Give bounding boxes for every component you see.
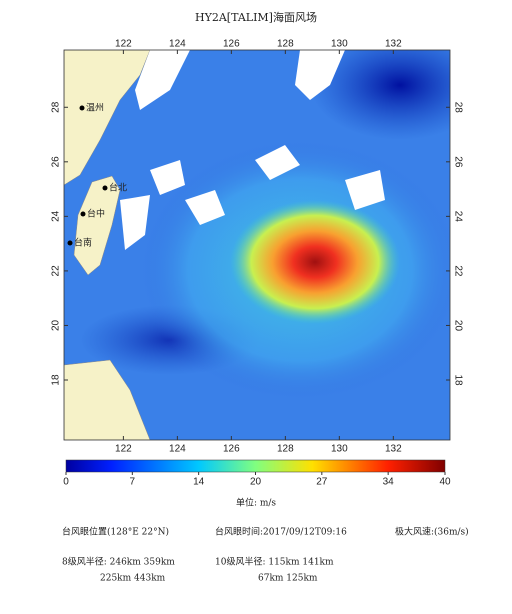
city-dot — [67, 240, 73, 246]
x-tick-label: 126 — [223, 444, 240, 455]
y-tick-label: 22 — [51, 265, 62, 277]
y-tick-label: 26 — [51, 156, 62, 168]
colorbar-tick-label: 27 — [316, 477, 328, 488]
y-tick-label: 26 — [452, 156, 463, 168]
x-tick-label: 130 — [331, 444, 348, 455]
x-tick-label: 130 — [331, 39, 348, 50]
wind-field — [64, 50, 450, 440]
city-label: 台南 — [74, 237, 92, 249]
city-label: 台北 — [109, 182, 127, 194]
y-tick-label: 20 — [51, 319, 62, 331]
colorbar-tick-label: 0 — [63, 477, 69, 488]
colorbar-tick-label: 20 — [250, 477, 262, 488]
colorbar — [65, 459, 446, 473]
y-tick-label: 18 — [51, 374, 62, 386]
info-text: 225km 443km — [100, 574, 166, 584]
y-tick-label: 24 — [51, 210, 62, 222]
y-tick-label: 18 — [452, 374, 463, 386]
colorbar-tick-label: 40 — [439, 477, 451, 488]
colorbar-tick-label: 7 — [130, 477, 136, 488]
info-text: 10级风半径: 115km 141km — [215, 556, 334, 568]
y-tick-label: 20 — [452, 320, 463, 332]
info-text: 8级风半径: 246km 359km — [62, 556, 175, 568]
map-frame — [63, 49, 451, 441]
x-tick-label: 128 — [277, 39, 294, 50]
x-tick-label: 124 — [169, 444, 186, 455]
colorbar-tick-label: 14 — [193, 477, 205, 488]
info-text: 台风眼时间:2017/09/12T09:16 — [215, 526, 347, 538]
unit-label: 单位: m/s — [236, 497, 276, 509]
city-dot — [102, 185, 108, 191]
x-tick-label: 122 — [115, 444, 132, 455]
city-label: 台中 — [87, 208, 105, 220]
info-text: 67km 125km — [258, 574, 318, 584]
y-tick-label: 22 — [452, 265, 463, 277]
city-dot — [80, 211, 86, 217]
city-dot — [79, 105, 85, 111]
x-tick-label: 124 — [169, 39, 186, 50]
y-tick-label: 24 — [452, 211, 463, 223]
x-tick-label: 126 — [223, 39, 240, 50]
city-label: 温州 — [86, 103, 104, 114]
y-tick-label: 28 — [452, 102, 463, 114]
y-tick-label: 28 — [51, 101, 62, 113]
colorbar-tick-label: 34 — [383, 477, 395, 488]
info-text: 极大风速:(36m/s) — [395, 526, 469, 538]
x-tick-label: 132 — [385, 444, 402, 455]
chart-title: HY2A[TALIM]海面风场 — [195, 10, 317, 24]
x-tick-label: 132 — [385, 39, 402, 50]
x-tick-label: 122 — [115, 39, 132, 50]
x-tick-label: 128 — [277, 444, 294, 455]
info-text: 台风眼位置(128°E 22°N) — [62, 526, 169, 538]
